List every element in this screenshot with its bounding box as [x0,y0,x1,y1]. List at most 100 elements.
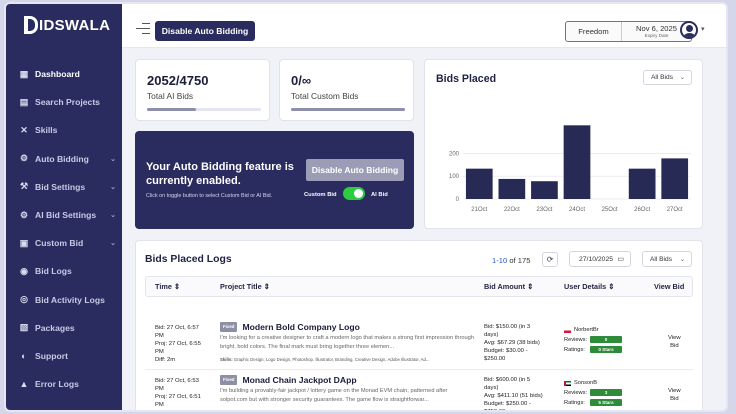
sidebar-item-label: Auto Bidding [35,153,89,164]
bid-amount-cell: Bid: $150.00 (in 3 days) Avg: $67.29 (38 b… [484,323,540,363]
sidebar-item-error-logs[interactable]: ▲ Error Logs [6,370,122,398]
user-name[interactable]: NorbertBr [564,326,644,334]
col-view-bid-header: View Bid [654,282,685,291]
bar[interactable] [465,168,493,199]
sidebar-item-ai-bid-settings[interactable]: ⚙ AI Bid Settings ⌄ [6,201,122,229]
bids-placed-chart-card: Bids Placed All Bids ⌄ 0 100 200 21Oct 22Oct… [424,59,703,229]
project-title: Monad Chain Jackpot DApp [242,375,357,385]
bids-logs-table: Time ⇕ Project Title ⇕ Bid Amount ⇕ User… [145,276,693,410]
time-line: Diff: 2m [155,357,176,363]
headset-icon: ◐ [21,350,27,361]
x-tick-label: 23Oct [536,207,552,213]
col-time-header[interactable]: Time ⇕ [155,282,181,291]
table-row: Bid: 27 Oct, 6:57 PM Proj: 27 Oct, 6:55 PM D… [145,318,693,370]
sidebar-item-support[interactable]: ◐ Support [6,342,122,370]
menu-toggle-icon[interactable] [136,23,150,35]
warning-icon: ▲ [19,379,29,390]
expiry-date: Nov 6, 2025 [636,23,677,33]
package-icon: ▧ [19,322,29,333]
ratings-label: Ratings: [564,347,585,353]
bar[interactable] [531,181,558,199]
sidebar-item-packages[interactable]: ▧ Packages [6,314,122,342]
bar[interactable] [628,168,656,199]
x-tick-label: 24Oct [569,207,585,213]
project-cell: Fixed Modern Bold Company Logo I'm looking… [220,322,475,364]
sidebar-item-dashboard[interactable]: ▦ Dashboard [6,60,122,88]
time-line: PM [155,333,164,339]
x-tick-label: 26Oct [634,207,650,213]
table-header: Time ⇕ Project Title ⇕ Bid Amount ⇕ User… [145,276,693,297]
custom-bids-card: 0/∞ Total Custom Bids [279,59,414,121]
x-tick-label: 27Oct [667,207,683,213]
auto-bidding-panel: Your Auto Bidding feature is currently e… [135,131,414,229]
disable-auto-bidding-button[interactable]: Disable Auto Bidding [155,21,255,41]
bid-line: Avg: $411.10 (51 bids) [484,393,543,399]
chart-filter-select[interactable]: All Bids ⌄ [643,70,692,85]
y-tick-label: 100 [449,174,460,180]
bid-line: Budget: $250.00 - [484,401,531,407]
bar[interactable] [498,178,526,199]
sidebar: IDSWALA ▦ Dashboard ▤ Search Projects ✕ Skill… [6,4,122,410]
custom-bid-label: Custom Bid [304,192,337,198]
logs-title: Bids Placed Logs [145,254,232,265]
project-skills: Skills: PHP, JavaScript, iPhone, Game De… [220,409,475,410]
sidebar-item-bid-activity-logs[interactable]: ◎ Bid Activity Logs [6,286,122,314]
sidebar-item-label: Bid Activity Logs [35,294,105,305]
logs-filter-select[interactable]: All Bids ⌄ [642,251,692,267]
user-avatar[interactable] [680,21,698,39]
project-description: I'm building a provably-fair jackpot / l… [220,388,448,404]
project-title-link[interactable]: Fixed Monad Chain Jackpot DApp [220,375,475,385]
time-line: Proj: 27 Oct, 6:55 [155,341,201,347]
sidebar-item-bid-settings[interactable]: ⚒ Bid Settings ⌄ [6,173,122,201]
sidebar-item-auto-bidding[interactable]: ⚙ Auto Bidding ⌄ [6,145,122,173]
sidebar-item-custom-bid[interactable]: ▣ Custom Bid ⌄ [6,229,122,257]
sidebar-item-skills[interactable]: ✕ Skills [6,116,122,144]
ai-bids-progress-fill [147,108,197,111]
gear-icon: ⚙ [19,153,29,164]
user-name[interactable]: SonsonB [564,379,644,387]
bar[interactable] [563,125,591,199]
project-skills: Skills: Graphic Design, Logo Design, Pho… [220,357,430,362]
panel-disable-auto-bidding-button[interactable]: Disable Auto Bidding [306,159,404,181]
pagination-range: 1-10 [492,256,508,265]
brand-logo[interactable]: IDSWALA [24,16,110,34]
bid-mode-toggle[interactable] [343,187,365,200]
date-filter-input[interactable]: 27/10/2025 ▭ [569,251,631,267]
ai-bids-label: Total AI Bids [147,91,194,101]
project-type-tag: Fixed [220,375,238,385]
bids-bar-chart: 0 100 200 21Oct 22Oct 23Oct 24Oct 25Oct 26Oct 27O… [449,125,691,213]
user-details-cell: NorbertBr Reviews: 0 Ratings: 0 Stars [564,326,644,366]
bid-line: days) [484,385,499,391]
activity-icon: ◎ [20,294,28,305]
bids-logs-card: Bids Placed Logs 1-10 of 175 ⟳ 27/10/202… [135,240,703,410]
view-bid-link[interactable]: View Bid [668,388,681,402]
bid-logs-icon: ◉ [20,265,28,276]
time-line: Proj: 27 Oct, 6:51 [155,394,201,400]
reviews-badge: 0 [590,336,622,343]
auto-bidding-status-text: Your Auto Bidding feature is currently e… [146,161,294,187]
pagination-of: of [509,256,516,265]
ratings-badge: 5 Stars [590,399,622,406]
col-user-details-header[interactable]: User Details ⇕ [564,282,615,291]
sidebar-item-bid-logs[interactable]: ◉ Bid Logs [6,257,122,285]
col-bid-amount-header[interactable]: Bid Amount ⇕ [484,282,534,291]
sidebar-item-label: Packages [35,322,75,333]
chevron-down-icon[interactable]: ▾ [701,26,705,33]
grid-icon: ▦ [19,68,29,79]
x-tick-label: 25Oct [602,207,618,213]
user-details-cell: SonsonB Reviews: 3 Ratings: 5 Stars [564,379,644,410]
project-title-link[interactable]: Fixed Modern Bold Company Logo [220,322,475,332]
ai-bids-card: 2052/4750 Total AI Bids [135,59,270,121]
col-project-title-header[interactable]: Project Title ⇕ [220,282,270,291]
pagination-info: 1-10 of 175 [492,256,530,265]
logs-filter-value: All Bids [650,255,672,263]
sidebar-item-search-projects[interactable]: ▤ Search Projects [6,88,122,116]
sidebar-item-label: AI Bid Settings [35,210,97,221]
time-line: Bid: 27 Oct, 6:57 [155,325,199,331]
uae-flag [564,380,571,386]
view-bid-link[interactable]: View Bid [668,335,681,349]
refresh-icon[interactable]: ⟳ [542,252,558,267]
x-tick-label: 21Oct [471,207,487,213]
bar[interactable] [661,158,689,199]
